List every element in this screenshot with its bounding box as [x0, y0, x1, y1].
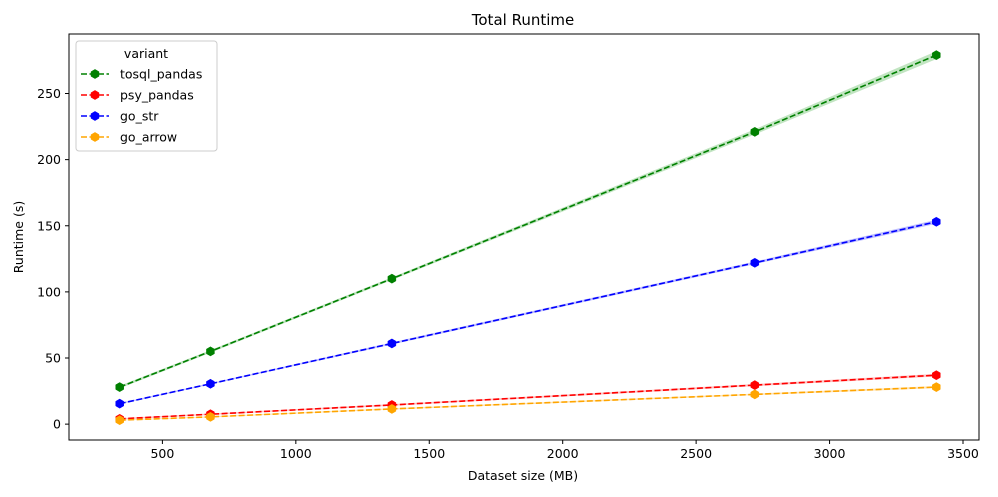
legend: variant tosql_pandas psy_pandas go_str go_a… [75, 40, 218, 152]
data-point-tosql_pandas [932, 50, 941, 61]
data-point-go_str [932, 216, 941, 227]
x-tick-label: 2000 [547, 446, 579, 461]
x-tick-label: 500 [150, 446, 174, 461]
data-point-go_arrow [206, 411, 215, 422]
y-tick-label: 100 [37, 284, 61, 299]
plot-frame [68, 33, 980, 441]
y-axis: 0 50 100 150 200 250 [37, 86, 69, 432]
legend-title: variant [124, 46, 168, 61]
band-go_str [119, 219, 937, 405]
y-tick-label: 150 [37, 218, 61, 233]
data-point-tosql_pandas [206, 346, 215, 357]
legend-label-psy_pandas: psy_pandas [120, 88, 194, 103]
x-axis: 500 1000 1500 2000 2500 3000 3500 [150, 440, 979, 461]
x-axis-label: Dataset size (MB) [468, 468, 578, 483]
legend-label-tosql_pandas: tosql_pandas [120, 67, 202, 82]
legend-frame [75, 40, 218, 152]
x-tick-label: 1500 [413, 446, 445, 461]
y-tick-label: 50 [45, 351, 61, 366]
data-point-go_str [115, 398, 124, 409]
legend-label-go_str: go_str [120, 109, 159, 124]
data-point-go_str [750, 257, 760, 268]
legend-label-go_arrow: go_arrow [120, 130, 177, 145]
y-tick-label: 0 [53, 417, 61, 432]
legend-marker-go_arrow [90, 132, 100, 142]
data-point-go_arrow [932, 382, 941, 392]
data-point-go_str [206, 378, 215, 389]
legend-marker-psy_pandas [90, 90, 100, 100]
x-tick-label: 2500 [680, 446, 712, 461]
data-point-go_arrow [750, 389, 760, 400]
x-tick-label: 3000 [814, 446, 846, 461]
x-tick-label: 1000 [280, 446, 312, 461]
data-point-go_arrow [115, 415, 124, 426]
data-point-psy_pandas [750, 380, 760, 391]
series-markers [115, 50, 941, 426]
y-tick-label: 200 [37, 152, 61, 167]
data-point-tosql_pandas [750, 126, 760, 137]
series-line-go_str [119, 221, 937, 405]
data-point-go_str [387, 338, 397, 349]
legend-marker-tosql_pandas [90, 69, 100, 79]
data-point-tosql_pandas [387, 273, 397, 284]
x-tick-label: 3500 [947, 446, 979, 461]
data-point-psy_pandas [932, 370, 941, 381]
data-point-go_arrow [387, 404, 397, 414]
chart-title: Total Runtime [471, 11, 574, 29]
y-tick-label: 250 [37, 86, 61, 101]
data-point-tosql_pandas [115, 382, 124, 392]
legend-marker-go_str [90, 111, 100, 121]
y-axis-label: Runtime (s) [11, 201, 26, 273]
